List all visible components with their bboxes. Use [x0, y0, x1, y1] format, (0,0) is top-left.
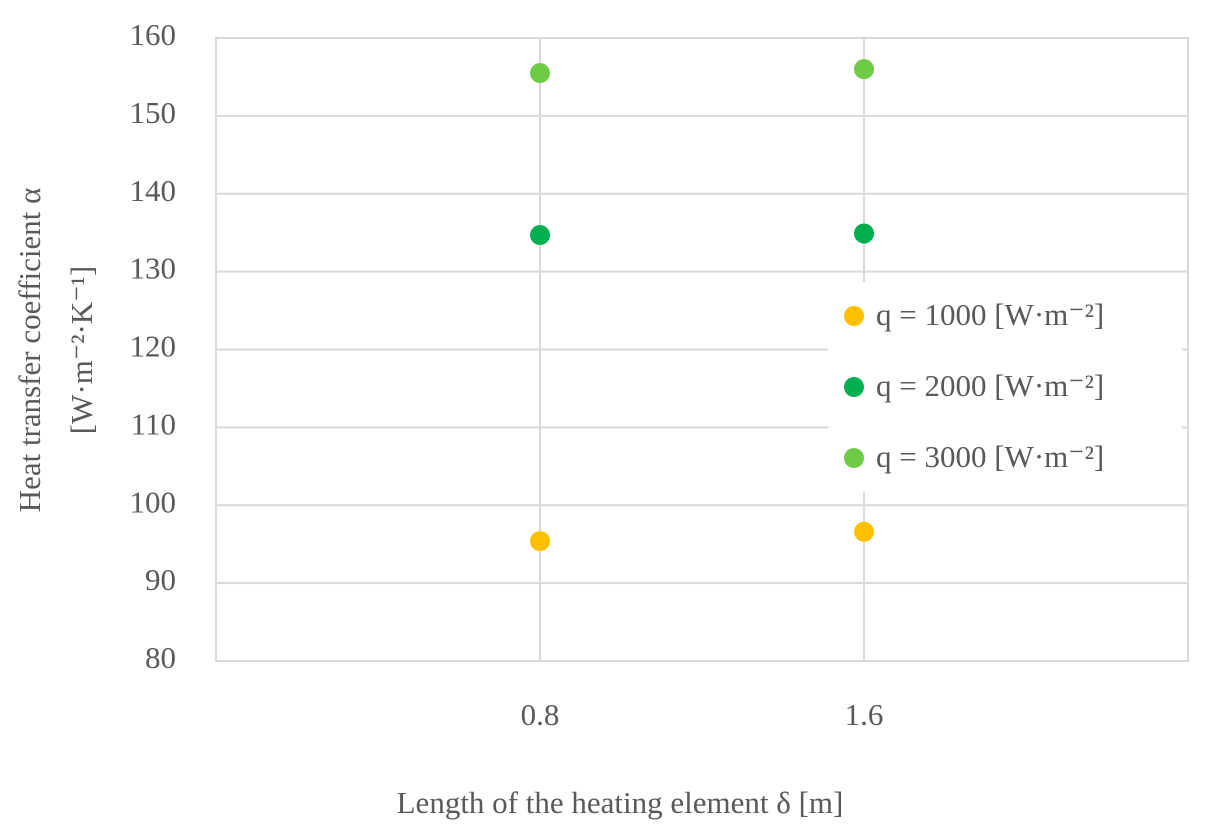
legend-marker [844, 306, 864, 326]
point [530, 63, 550, 84]
grid: 80 90 100 110 120 130 140 150 160 0.8 1.6 [130, 17, 1188, 732]
y-axis-title: Heat transfer coefficient α [12, 188, 47, 513]
y-tick-label: 90 [145, 562, 176, 597]
x-tick-label: 1.6 [845, 697, 884, 732]
y-tick-label: 160 [130, 17, 177, 52]
legend-marker [844, 377, 864, 397]
y-tick-label: 140 [130, 173, 177, 208]
y-tick-label: 120 [130, 329, 177, 364]
point [854, 521, 874, 542]
point [854, 223, 874, 244]
point [854, 59, 874, 80]
legend-label: q = 3000 [W·m⁻²] [876, 439, 1104, 474]
y-tick-label: 130 [130, 251, 177, 286]
legend: q = 1000 [W·m⁻²] q = 2000 [W·m⁻²] q = 3000… [828, 282, 1182, 492]
legend-label: q = 2000 [W·m⁻²] [876, 368, 1104, 403]
y-tick-label: 100 [130, 484, 177, 519]
point [530, 531, 550, 552]
legend-label: q = 1000 [W·m⁻²] [876, 297, 1104, 332]
y-tick-label: 150 [130, 95, 177, 130]
legend-marker [844, 448, 864, 468]
x-tick-label: 0.8 [521, 697, 560, 732]
y-axis-title: [W·m⁻²·K⁻¹] [64, 266, 99, 434]
marks [530, 59, 874, 552]
legend-box [828, 282, 1182, 492]
point [530, 225, 550, 246]
x-axis-title: Length of the heating element δ [m] [397, 785, 844, 820]
y-tick-label: 110 [131, 406, 176, 441]
y-tick-label: 80 [145, 640, 176, 675]
